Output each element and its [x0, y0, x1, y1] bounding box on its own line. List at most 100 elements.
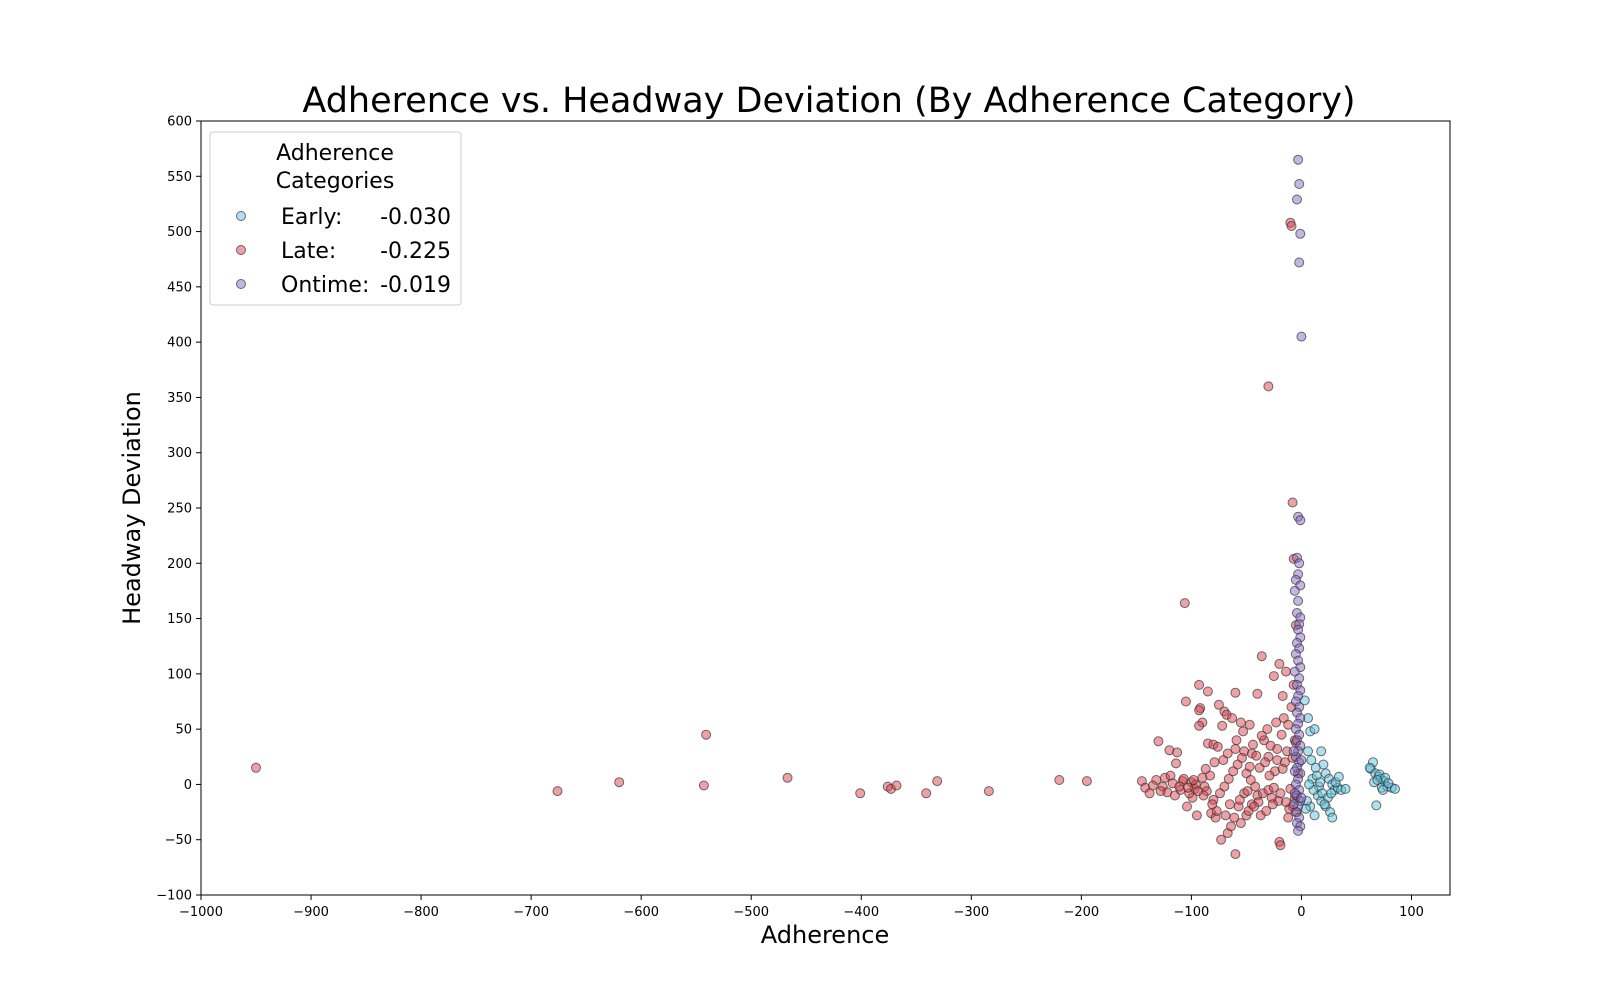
point-ontime-54 — [1293, 825, 1304, 836]
point-late-9 — [891, 780, 902, 791]
point-early-10 — [1371, 800, 1382, 811]
point-late-70 — [1216, 834, 1227, 845]
point-early-48 — [1326, 788, 1337, 799]
point-early-19 — [1309, 724, 1320, 735]
point-late-134 — [1155, 786, 1166, 797]
point-late-74 — [1235, 818, 1246, 829]
point-late-83 — [1283, 812, 1294, 823]
point-late-10 — [921, 788, 932, 799]
x-tick-label: −100 — [1174, 905, 1210, 920]
point-ontime-58 — [1296, 792, 1307, 803]
point-late-151 — [1244, 761, 1255, 772]
point-late-16 — [1263, 381, 1274, 392]
point-late-133 — [1147, 780, 1158, 791]
y-tick-label: −100 — [156, 889, 192, 904]
point-early-45 — [1310, 762, 1321, 773]
point-early-47 — [1319, 799, 1330, 810]
y-axis: −100 −50 0 50 100 150 200 250 300 350 400 450 500 550… — [156, 115, 201, 904]
x-axis-label: Adherence — [761, 921, 889, 949]
point-early-50 — [1333, 771, 1344, 782]
point-late-30 — [1277, 691, 1288, 701]
point-late-46 — [1171, 758, 1181, 769]
point-late-18 — [1286, 221, 1297, 231]
point-late-1 — [552, 786, 563, 797]
point-late-5 — [782, 772, 793, 783]
point-late-72 — [1226, 821, 1236, 832]
point-late-34 — [1213, 699, 1224, 710]
point-late-39 — [1244, 719, 1255, 730]
point-late-146 — [1229, 812, 1240, 823]
point-early-51 — [1304, 779, 1315, 790]
point-late-150 — [1242, 786, 1253, 797]
point-late-143 — [1209, 757, 1220, 768]
x-tick-label: −700 — [513, 905, 549, 920]
point-late-159 — [1272, 744, 1283, 754]
point-early-16 — [1364, 762, 1375, 773]
point-early-15 — [1377, 785, 1388, 795]
point-late-153 — [1251, 750, 1262, 761]
y-tick-label: 550 — [167, 170, 192, 185]
y-tick-label: 50 — [175, 723, 192, 738]
point-late-23 — [1274, 658, 1285, 669]
point-late-12 — [983, 786, 994, 797]
point-late-121 — [1271, 717, 1282, 728]
point-late-27 — [1202, 686, 1213, 697]
legend-marker-early — [236, 211, 246, 221]
point-late-25 — [1268, 671, 1279, 682]
x-tick-label: −200 — [1063, 905, 1099, 920]
legend: Adherence Categories Early: -0.030 Late: -0… — [209, 131, 462, 306]
y-tick-label: 300 — [167, 446, 192, 461]
point-ontime-2 — [1292, 194, 1302, 205]
point-late-96 — [1237, 752, 1247, 763]
point-late-93 — [1223, 773, 1234, 784]
x-tick-label: −500 — [733, 905, 769, 920]
x-tick-label: −1000 — [179, 905, 223, 920]
point-late-137 — [1178, 773, 1189, 784]
y-tick-label: 150 — [167, 612, 192, 627]
point-early-34 — [1309, 810, 1320, 821]
point-late-102 — [1262, 724, 1273, 735]
point-late-28 — [1230, 687, 1241, 698]
point-late-142 — [1207, 799, 1218, 810]
point-late-152 — [1249, 801, 1260, 812]
point-late-135 — [1165, 770, 1176, 781]
point-late-149 — [1238, 726, 1249, 737]
point-ontime-4 — [1294, 257, 1305, 268]
point-late-73 — [1230, 849, 1241, 860]
legend-label-late: Late: — [281, 239, 336, 264]
point-early-9 — [1390, 783, 1400, 794]
point-late-117 — [1248, 739, 1258, 750]
point-late-45 — [1172, 747, 1183, 758]
point-early-33 — [1327, 812, 1338, 823]
point-late-147 — [1231, 735, 1242, 746]
point-late-19 — [1287, 497, 1298, 508]
y-tick-label: 0 — [184, 778, 192, 793]
y-tick-label: 200 — [167, 557, 192, 572]
point-late-24 — [1281, 666, 1291, 677]
point-ontime-59 — [1288, 746, 1299, 757]
y-tick-label: 250 — [167, 502, 192, 517]
x-tick-label: −800 — [403, 905, 439, 920]
point-late-15 — [1179, 598, 1190, 609]
point-late-99 — [1250, 781, 1261, 792]
legend-marker-ontime — [236, 279, 246, 289]
point-late-163 — [1283, 719, 1294, 730]
point-late-29 — [1252, 688, 1263, 699]
point-early-28 — [1340, 783, 1351, 794]
point-late-37 — [1227, 713, 1238, 724]
point-late-2 — [614, 777, 625, 788]
legend-box — [209, 131, 462, 306]
point-early-43 — [1306, 755, 1317, 766]
point-late-14 — [1081, 776, 1092, 787]
point-late-144 — [1220, 810, 1231, 821]
point-late-145 — [1222, 748, 1233, 759]
x-axis: −1000 −900 −800 −700 −600 −500 −400 −300 −200 −10… — [179, 895, 1424, 920]
point-late-156 — [1261, 806, 1272, 816]
point-late-42 — [1194, 720, 1205, 731]
point-late-31 — [1180, 696, 1191, 707]
point-late-43 — [1153, 736, 1164, 747]
legend-label-early: Early: — [281, 205, 342, 230]
point-early-17 — [1372, 775, 1383, 785]
point-late-11 — [932, 776, 943, 787]
legend-value-early: -0.030 — [380, 205, 451, 230]
